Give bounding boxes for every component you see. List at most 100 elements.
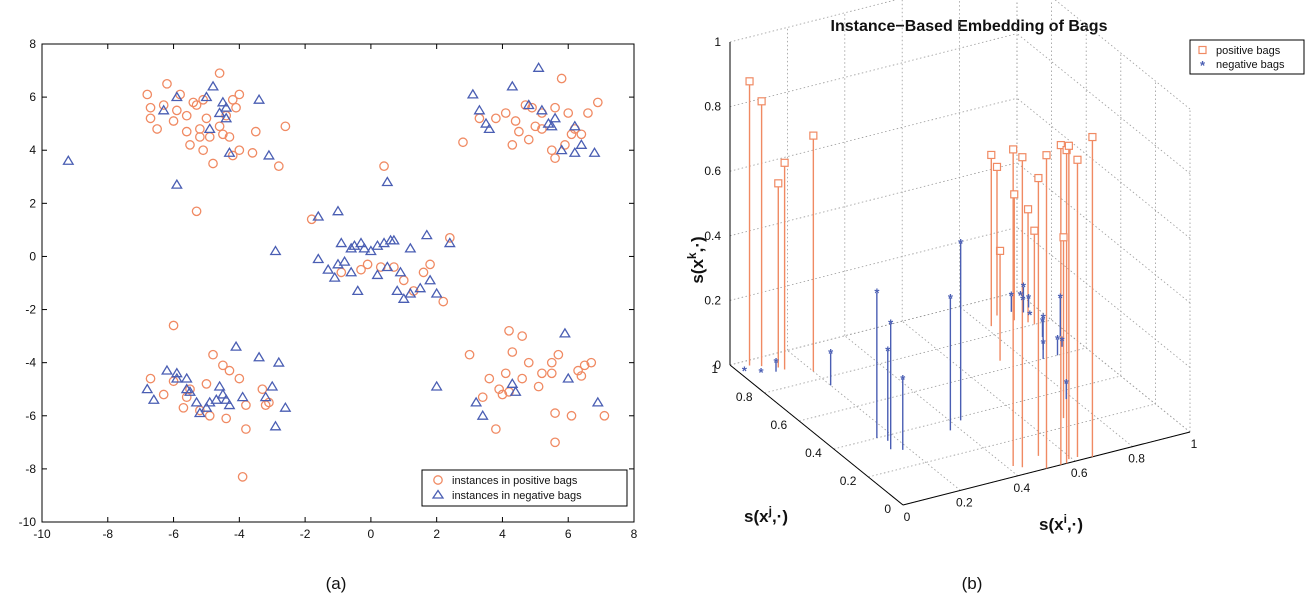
y3d-tick-label: 0.4 [805,446,822,460]
positive-instance-point [583,108,593,118]
negative-instance-point [223,147,236,157]
negative-bag-marker: * [773,355,779,370]
negative-bag-marker: * [1026,291,1032,306]
negative-instance-point [420,229,433,240]
negative-bag-marker: * [874,286,880,301]
x-tick-label: -10 [33,527,51,541]
legend-positive-marker [433,475,443,485]
negative-bag-marker: * [1009,289,1015,304]
positive-bag-marker [1023,205,1033,214]
negative-instance-point [381,261,394,272]
legend-negative-marker [431,489,445,499]
wall-grid-line [1016,162,1191,304]
y3d-tick-label: 0.6 [771,418,788,432]
wall-grid-line [1016,97,1191,239]
negative-instance-point [509,386,522,396]
positive-instance-point [418,267,429,278]
y3d-tick-label: 0 [884,502,891,516]
positive-instance-point [510,116,521,126]
positive-instance-point [438,296,449,307]
positive-instance-point [198,94,209,105]
negative-instance-point [253,351,266,362]
positive-bag-marker [745,77,754,86]
negative-instance-point [62,154,75,165]
positive-instance-point [464,349,475,360]
positive-instance-point [458,137,468,148]
negative-instance-point [358,242,371,253]
positive-instance-point [507,347,518,357]
positive-instance-point [527,102,537,113]
negative-bag-marker: * [1055,332,1061,347]
negative-instance-point [332,205,344,216]
positive-instance-point [444,233,455,243]
z3d-tick-label: 1 [714,35,721,49]
x-tick-label: -8 [102,527,113,541]
positive-instance-point [546,145,557,156]
negative-instance-point [476,409,489,420]
scatter-plot-a: -10 -8 -6 -4 -2 0 2 4 6 8 -10 -8 -6 -4 -2 0 2 4 6 8 instanc… [19,37,638,593]
positive-instance-point [181,110,192,121]
negative-bag-marker: * [759,365,765,380]
floor-grid-line [799,347,1087,422]
positive-bag-marker [774,179,783,188]
xlabel-end: ,·) [1067,515,1083,534]
negative-instance-point [532,62,545,72]
negative-instance-point [213,380,226,391]
y-tick-label: 0 [29,249,36,263]
negative-instance-point [555,144,568,155]
x-tick-label: -4 [234,527,245,541]
plot-b-ticks: 00.20.40.60.8100.20.40.60.8100.20.40.60.… [704,35,1197,524]
positive-instance-point [491,113,501,124]
negative-bag-marker: * [888,316,894,331]
positive-instance-point [517,331,528,341]
negative-instance-point [562,372,575,383]
negative-instance-point [404,287,417,298]
y-tick-label: -6 [25,409,36,423]
positive-instance-point [556,73,567,84]
negative-instance-point [220,112,233,123]
y-tick-label: -4 [25,356,36,370]
negative-bag-marker: * [1041,310,1047,325]
positive-bag-marker [1018,153,1027,162]
plot-b-ylabel: s(xj,·) [744,504,788,526]
negative-instance-point [203,123,216,134]
positive-instance-point [158,100,169,110]
negative-instance-point [269,420,282,431]
positive-instance-point [500,108,511,118]
x3d-tick-label: 0.2 [956,495,973,509]
negative-instance-point [568,120,581,131]
positive-instance-point [185,140,195,150]
positive-instance-point [560,140,570,150]
positive-instance-point [491,424,501,434]
floor-grid-line [764,319,1052,394]
positive-instance-point [273,161,284,172]
positive-bag-marker [1030,226,1039,235]
plot-a-legend: instances in positive bags instances in … [421,469,628,507]
positive-bag-marker [1042,151,1051,160]
positive-instance-point [181,126,192,137]
positive-instance-point [530,121,541,132]
negative-instance-point [430,287,443,298]
negative-instance-point [312,210,325,221]
floor-grid-line [868,403,1156,478]
negative-instance-point [575,139,588,149]
negative-instance-point [312,253,325,264]
positive-instance-point [241,424,251,434]
negative-instance-point [483,123,496,134]
negative-instance-point [200,401,213,412]
negative-instance-point [210,393,223,404]
floor-grid-line [901,320,1076,462]
zlabel-main: s(x [688,259,707,284]
negative-instance-point [404,242,417,253]
legend-a-box [421,469,628,507]
positive-bag-marker [1034,173,1043,183]
positive-instance-point [234,145,245,156]
positive-bag-marker [987,150,996,160]
negative-instance-point [190,396,203,407]
negative-instance-point [506,80,519,91]
negative-instance-point [200,91,213,102]
negative-instance-point [170,91,183,102]
positive-instance-point [523,357,534,368]
y3d-tick-label: 0.8 [736,390,753,404]
negative-instance-point [397,293,410,303]
